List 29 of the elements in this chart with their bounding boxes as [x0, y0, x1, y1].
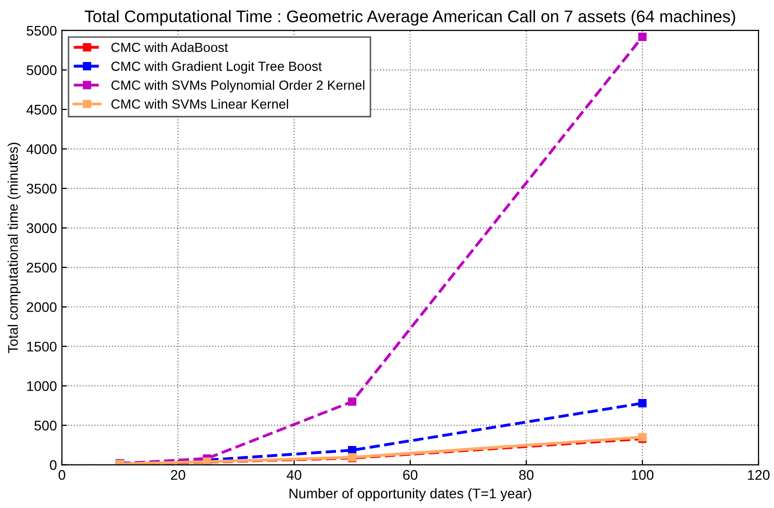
legend-label: CMC with Gradient Logit Tree Boost	[111, 61, 322, 74]
legend-label: CMC with SVMs Linear Kernel	[111, 99, 288, 109]
y-tick-label: 2000	[26, 302, 57, 312]
y-tick-label: 4000	[26, 144, 57, 154]
x-tick-label: 120	[748, 470, 770, 480]
x-tick-label: 20	[170, 470, 186, 480]
y-tick-label: 500	[34, 420, 57, 431]
chart-title: Total Computational Time : Geometric Average American Call on 7 assets (64 machines)	[84, 10, 736, 26]
legend-label: CMC with SVMs Polynomial Order 2 Kernel	[111, 80, 364, 92]
x-tick-label: 60	[403, 470, 418, 480]
x-tick-label: 40	[286, 470, 302, 480]
y-tick-label: 2500	[26, 262, 57, 273]
y-tick-label: 5500	[26, 26, 57, 36]
y-tick-label: 1000	[27, 381, 57, 392]
x-tick-label: 0	[58, 470, 66, 480]
point	[348, 397, 356, 406]
x-tick-label: 80	[519, 470, 534, 480]
y-tick-label: 3500	[26, 184, 57, 194]
y-tick-label: 3000	[26, 223, 57, 234]
y-tick-label: 0	[50, 460, 57, 470]
y-tick-label: 1500	[27, 342, 57, 352]
x-tick-label: 100	[632, 470, 654, 480]
x-axis-title: Number of opportunity dates (T=1 year)	[290, 488, 532, 502]
y-axis-title: Total computational time (minutes)	[8, 142, 21, 354]
legend-label: CMC with AdaBoost	[111, 42, 228, 52]
y-tick-label: 4500	[26, 104, 57, 115]
y-tick-label: 5000	[26, 65, 57, 76]
point	[638, 32, 647, 41]
point	[638, 399, 647, 408]
